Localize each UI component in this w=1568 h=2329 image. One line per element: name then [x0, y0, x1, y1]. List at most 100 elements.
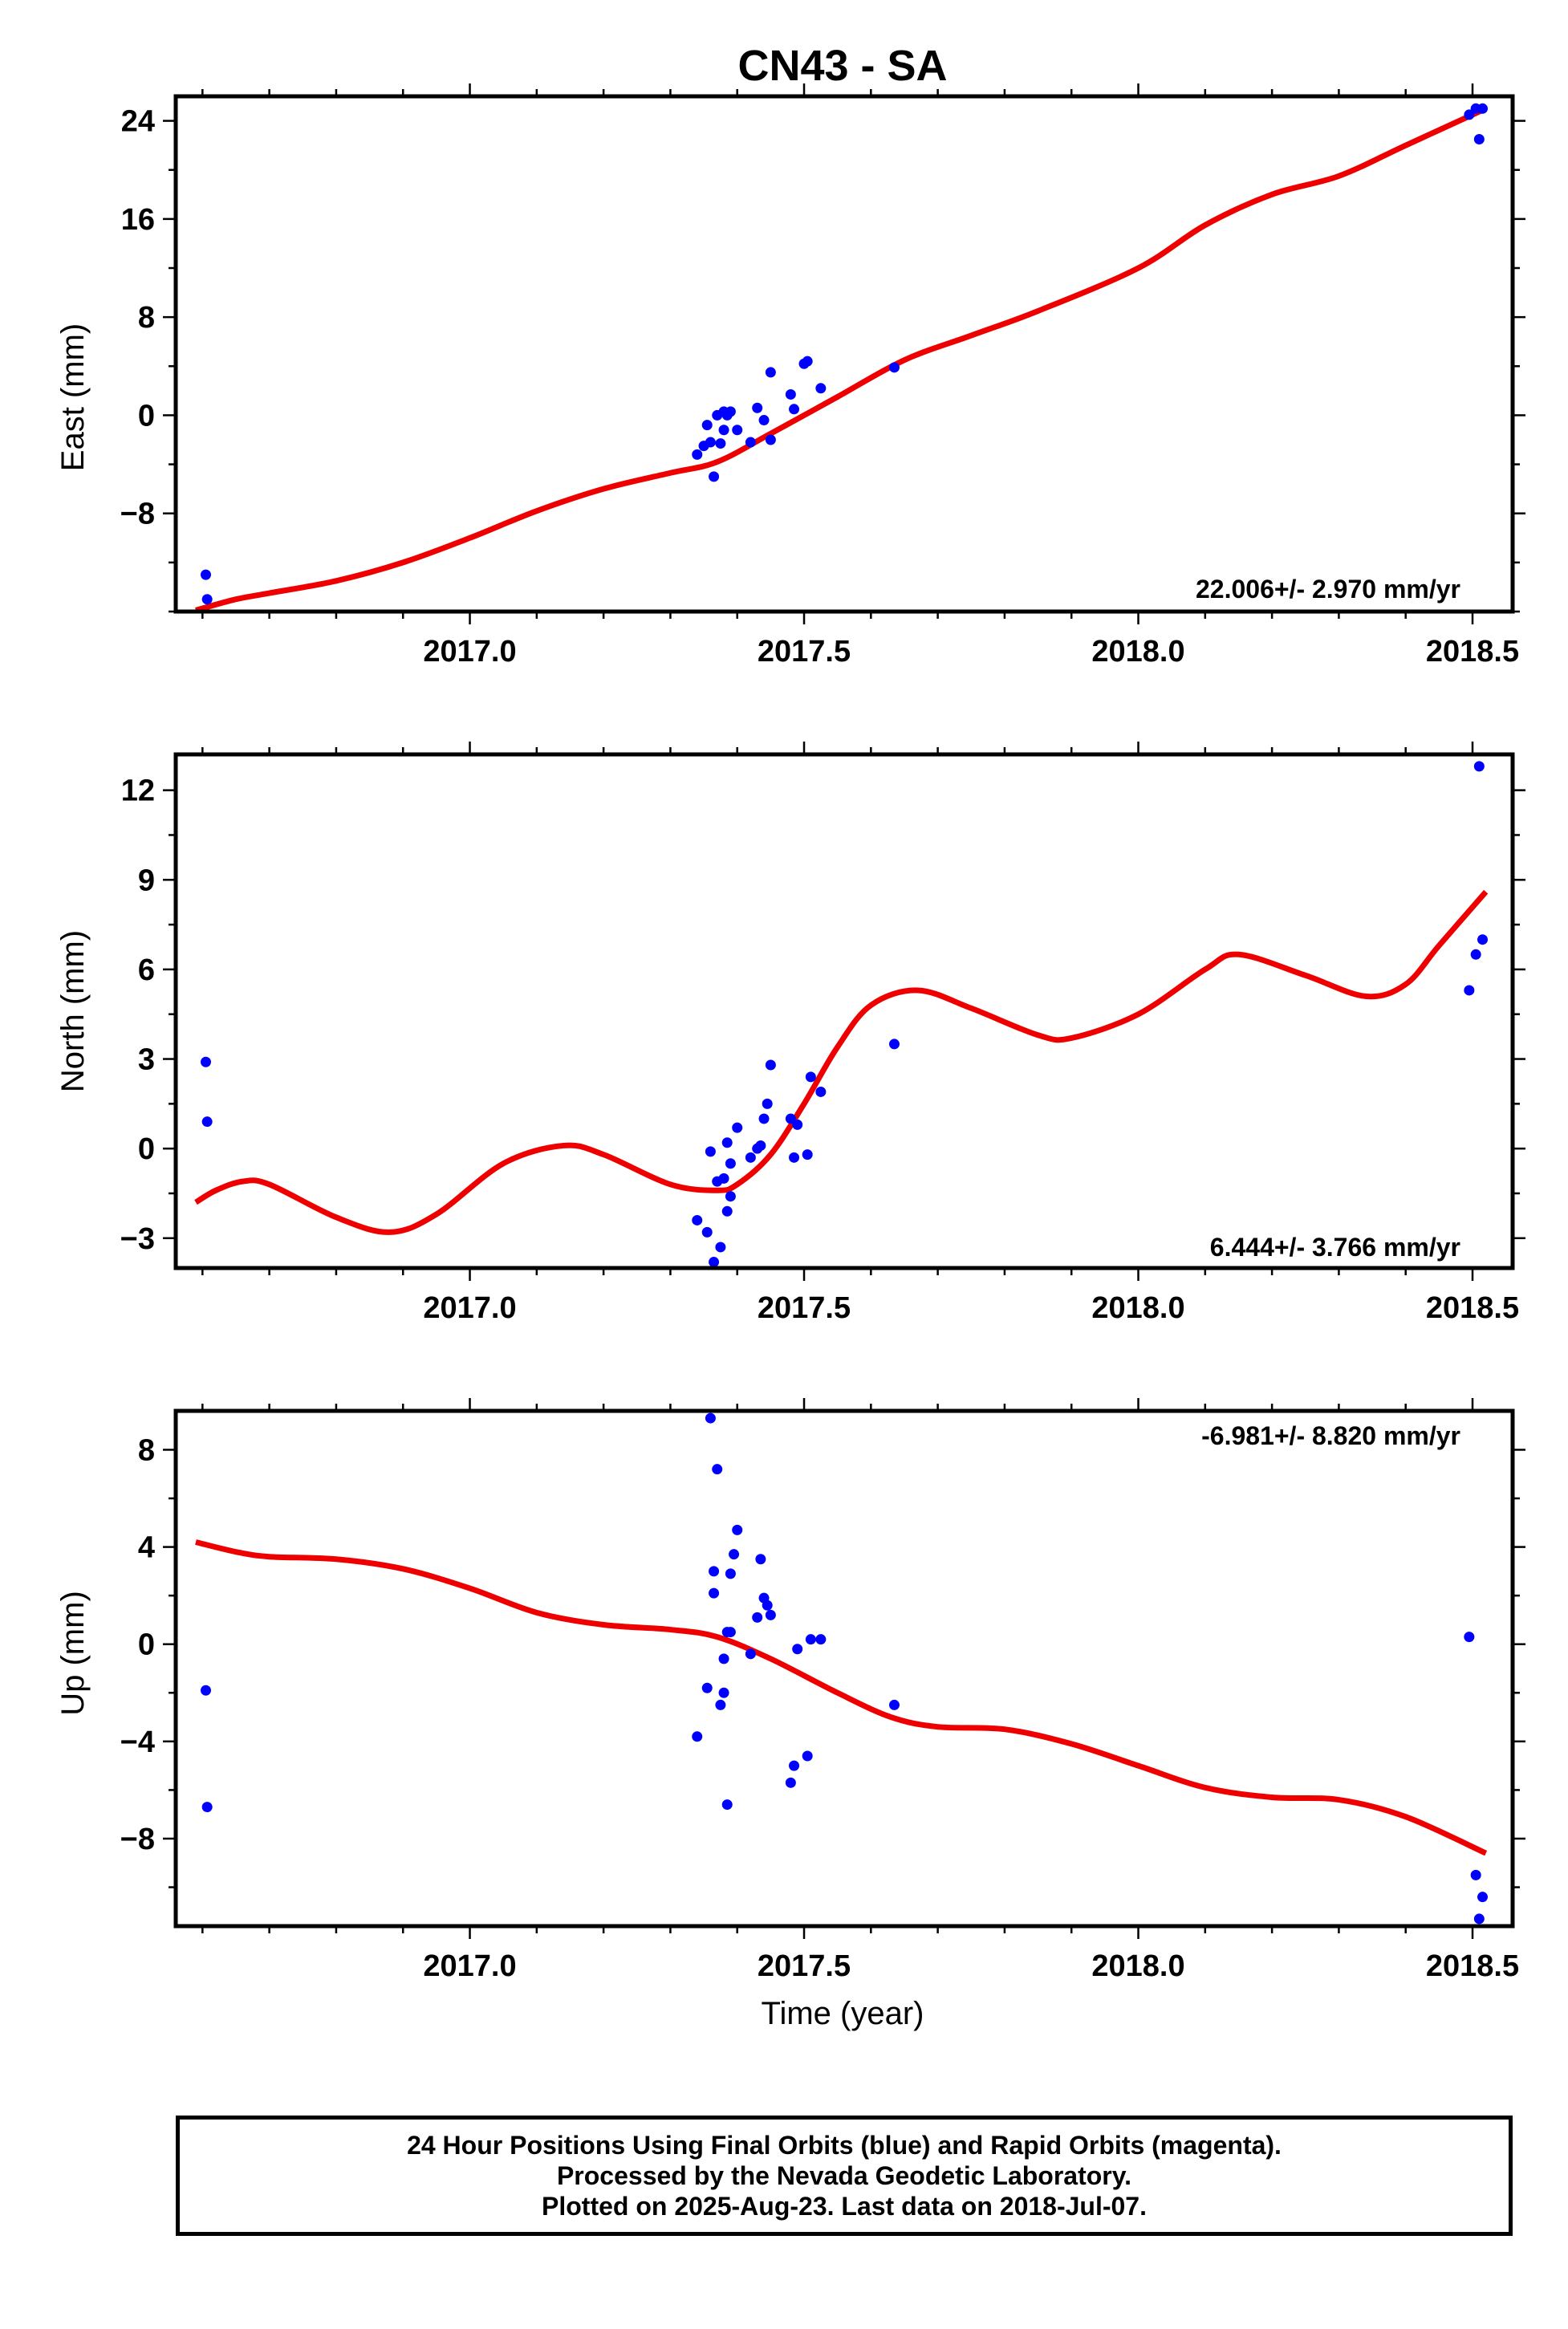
north-data-point — [1470, 949, 1481, 960]
north-data-point — [692, 1214, 703, 1225]
chart-title: CN43 - SA — [737, 42, 947, 90]
north-data-point — [200, 1056, 211, 1067]
up-data-point — [802, 1750, 813, 1762]
up-data-point — [201, 1802, 213, 1813]
up-data-point — [701, 1682, 713, 1693]
east-xtick-label: 2018.5 — [1426, 635, 1519, 669]
up-data-point — [712, 1464, 723, 1475]
up-data-point — [725, 1627, 736, 1638]
footer-line-2: Processed by the Nevada Geodetic Laborat… — [556, 2161, 1132, 2190]
east-ytick-label: 0 — [138, 399, 155, 433]
east-data-point — [745, 437, 756, 448]
north-data-point — [201, 1116, 213, 1128]
up-data-point — [745, 1648, 756, 1660]
up-xtick-label: 2018.0 — [1091, 1949, 1184, 1983]
north-data-point — [789, 1152, 800, 1163]
east-ytick-label: 24 — [121, 105, 155, 139]
up-data-point — [789, 1760, 800, 1771]
east-data-point — [725, 406, 736, 417]
north-data-point — [888, 1038, 900, 1050]
north-data-point — [765, 1059, 776, 1071]
up-ylabel: Up (mm) — [55, 1591, 91, 1716]
east-data-point — [752, 402, 763, 413]
up-data-point — [815, 1634, 827, 1645]
up-data-point — [200, 1685, 211, 1696]
north-ytick-label: 6 — [138, 953, 155, 987]
up-data-point — [721, 1799, 733, 1811]
east-data-point — [785, 388, 796, 400]
east-data-point — [765, 434, 776, 445]
north-data-point — [709, 1257, 720, 1268]
north-data-point — [1464, 985, 1475, 996]
east-data-point — [888, 362, 900, 373]
up-xtick-label: 2018.5 — [1426, 1949, 1519, 1983]
north-data-point — [718, 1173, 729, 1184]
east-data-point — [201, 594, 213, 605]
east-data-point — [815, 383, 827, 394]
north-ylabel: North (mm) — [55, 930, 91, 1092]
east-plot: −8 0 8 16 24 2017.0 2017.5 2018.0 2018.5 — [120, 83, 1525, 669]
footer-line-1: 24 Hour Positions Using Final Orbits (bl… — [407, 2131, 1282, 2160]
north-data-point — [758, 1113, 770, 1124]
north-fit-line — [194, 889, 1489, 1235]
up-data-point — [805, 1634, 816, 1645]
up-data — [195, 1412, 1489, 1925]
up-ytick-label: −8 — [120, 1823, 155, 1856]
north-data-point — [725, 1158, 736, 1169]
up-data-point — [718, 1687, 729, 1698]
up-data-point — [709, 1587, 720, 1599]
up-data-point — [725, 1568, 736, 1579]
up-plot: −8 −4 0 4 8 2017.0 2017.5 2018.0 2018.5 — [120, 1398, 1525, 1983]
east-frame — [173, 94, 1515, 614]
up-data-point — [732, 1524, 743, 1535]
east-data-point — [765, 367, 776, 378]
north-data-point — [725, 1191, 736, 1202]
east-fit-line — [195, 106, 1488, 612]
east-ytick-label: −8 — [120, 498, 155, 531]
up-data-point — [755, 1554, 766, 1565]
up-data-point — [692, 1731, 703, 1742]
east-data-point — [732, 425, 743, 436]
east-data-point — [802, 356, 813, 367]
north-data-point — [802, 1149, 813, 1160]
up-rate-label: -6.981+/- 8.820 mm/yr — [1201, 1421, 1460, 1450]
up-data-point — [762, 1599, 773, 1611]
plot-layer: −8 0 8 16 24 2017.0 2017.5 2018.0 2018.5 −3 0 3 6 9 12… — [120, 83, 1525, 1983]
up-data-point — [709, 1566, 720, 1577]
north-data-point — [785, 1113, 796, 1124]
east-data-point — [701, 420, 713, 431]
north-data — [194, 761, 1489, 1268]
north-rate-label: 6.444+/- 3.766 mm/yr — [1210, 1233, 1460, 1262]
time-xlabel: Time (year) — [762, 1996, 924, 2031]
north-frame — [173, 752, 1515, 1270]
up-ytick-label: −4 — [120, 1725, 155, 1759]
footer-box: 24 Hour Positions Using Final Orbits (bl… — [176, 2116, 1513, 2236]
east-data — [195, 103, 1489, 612]
east-data-point — [789, 404, 800, 415]
up-data-point — [729, 1549, 740, 1560]
up-xtick-label: 2017.0 — [423, 1949, 516, 1983]
up-panel: Up (mm) -6.981+/- 8.820 mm/yr Time (year… — [55, 1421, 1460, 2031]
north-xtick-label: 2017.0 — [423, 1291, 516, 1325]
north-data-point — [721, 1205, 733, 1217]
north-xtick-label: 2018.0 — [1091, 1291, 1184, 1325]
up-data-point — [715, 1699, 726, 1710]
up-data-point — [705, 1412, 716, 1424]
north-data-point — [1473, 761, 1485, 772]
east-data-point — [692, 449, 703, 460]
north-plot: −3 0 3 6 9 12 2017.0 2017.5 2018.0 2018.5 — [120, 742, 1525, 1325]
north-ytick-label: 9 — [138, 864, 155, 897]
north-data-point — [732, 1122, 743, 1133]
up-frame — [173, 1408, 1515, 1929]
north-data-point — [745, 1152, 756, 1163]
east-data-point — [1464, 109, 1475, 120]
up-data-point — [792, 1644, 803, 1655]
north-data-point — [715, 1242, 726, 1253]
north-data-point — [805, 1071, 816, 1083]
north-ytick-label: 3 — [138, 1043, 155, 1077]
east-data-point — [1473, 134, 1485, 144]
north-xtick-label: 2017.5 — [758, 1291, 851, 1325]
east-ylabel: East (mm) — [55, 323, 91, 471]
north-ytick-label: 0 — [138, 1132, 155, 1166]
